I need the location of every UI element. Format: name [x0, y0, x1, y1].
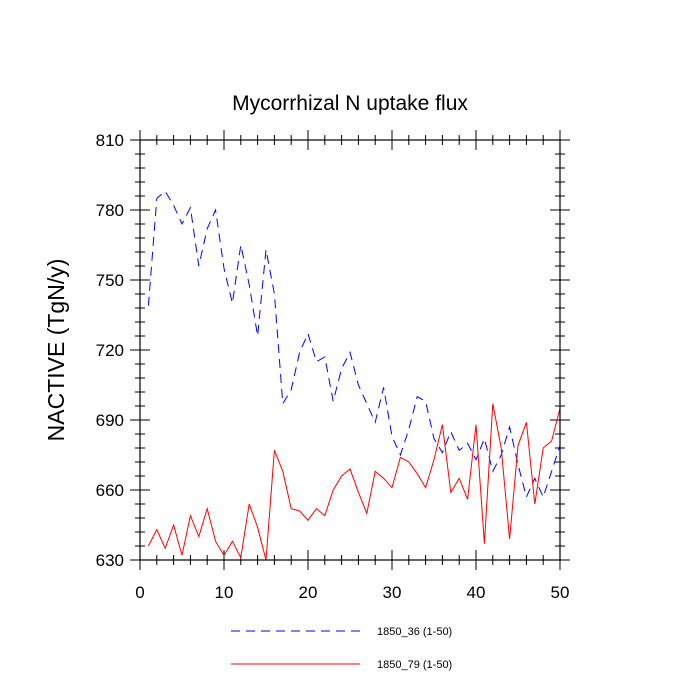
x-tick-label: 30: [383, 583, 402, 602]
y-tick-label: 810: [96, 131, 124, 150]
ticks-group: [130, 130, 570, 570]
plot-frame: [139, 139, 561, 561]
chart-title: Mycorrhizal N uptake flux: [232, 92, 468, 115]
legend-label-1: 1850_36 (1-50): [377, 626, 452, 638]
series-group: [147, 190, 561, 561]
x-tick-label: 20: [299, 583, 318, 602]
x-tick-label: 40: [467, 583, 486, 602]
series-line-1: [147, 190, 561, 499]
x-tick-label: 10: [215, 583, 234, 602]
x-tick-label: 50: [551, 583, 570, 602]
y-tick-label: 630: [96, 551, 124, 570]
y-tick-label: 750: [96, 271, 124, 290]
y-tick-label: 780: [96, 201, 124, 220]
tick-labels-group: 0 10 20 30 40 50 630 660 690 720 750 780 810: [96, 131, 570, 602]
y-tick-label: 690: [96, 411, 124, 430]
legend-label-2: 1850_79 (1-50): [377, 659, 452, 671]
y-tick-label: 720: [96, 341, 124, 360]
y-tick-label: 660: [96, 481, 124, 500]
series-line-2: [147, 403, 561, 561]
x-tick-label: 0: [135, 583, 144, 602]
legend: 1850_36 (1-50) 1850_79 (1-50): [231, 626, 452, 671]
y-axis-label: NACTIVE (TgN/y): [43, 259, 69, 442]
